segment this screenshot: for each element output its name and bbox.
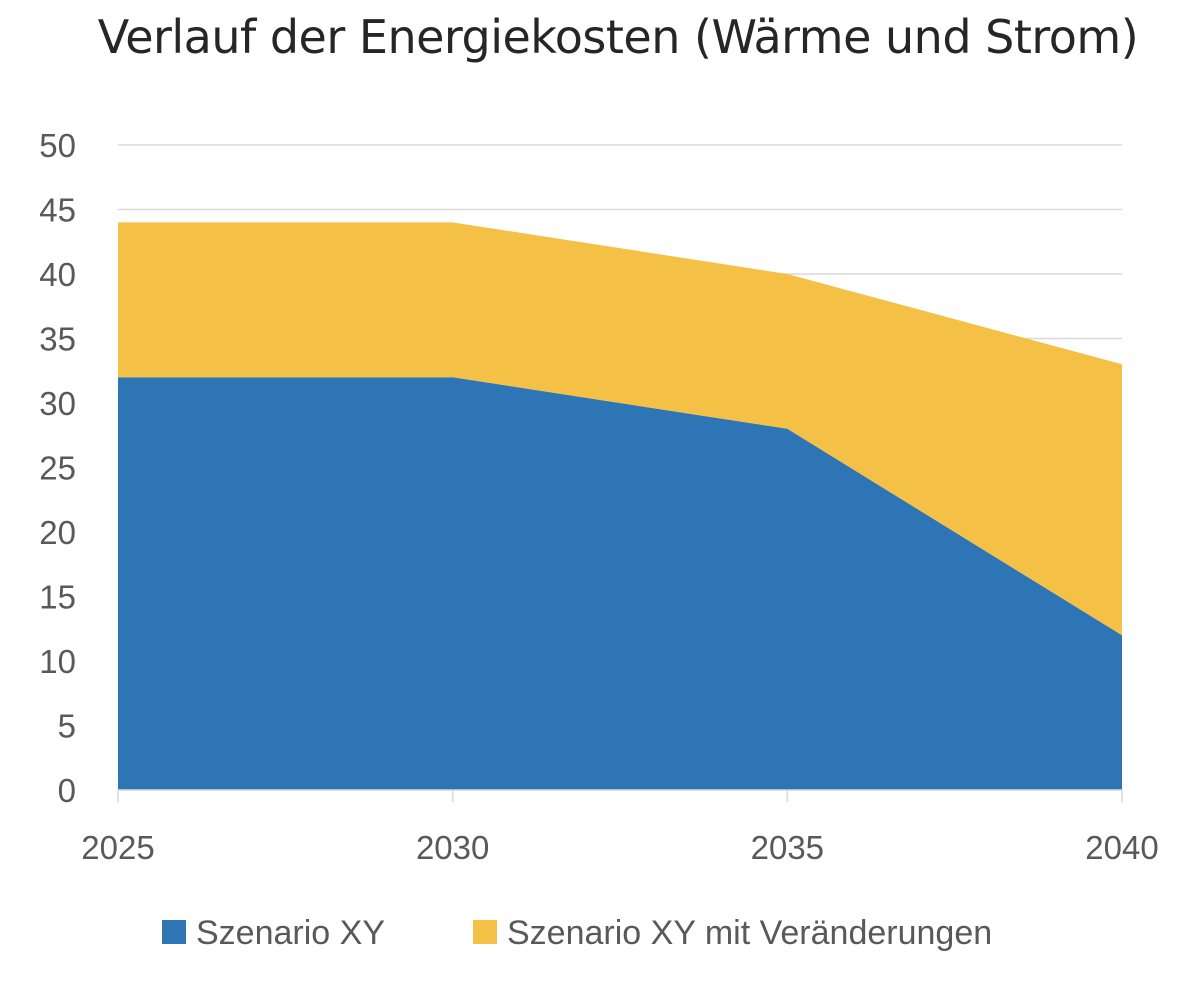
legend: Szenario XY Szenario XY mit Veränderungen bbox=[162, 914, 992, 952]
legend-swatch bbox=[162, 920, 186, 944]
y-tick-label: 50 bbox=[39, 127, 76, 164]
chart-title: Verlauf der Energiekosten (Wärme und Str… bbox=[97, 10, 1139, 64]
y-tick-label: 45 bbox=[39, 192, 76, 229]
x-tick-label: 2035 bbox=[751, 829, 824, 866]
x-axis-tick-labels: 2025 2030 2035 2040 bbox=[81, 829, 1158, 866]
y-tick-label: 40 bbox=[39, 256, 76, 293]
y-tick-label: 30 bbox=[39, 385, 76, 422]
legend-label: Szenario XY mit Veränderungen bbox=[507, 914, 992, 952]
y-tick-label: 0 bbox=[58, 772, 76, 809]
y-tick-label: 35 bbox=[39, 321, 76, 358]
y-tick-label: 25 bbox=[39, 450, 76, 487]
legend-label: Szenario XY bbox=[196, 914, 385, 952]
y-tick-label: 15 bbox=[39, 579, 76, 616]
y-tick-label: 5 bbox=[58, 708, 76, 745]
x-tick-label: 2025 bbox=[81, 829, 154, 866]
legend-swatch bbox=[473, 920, 497, 944]
legend-item: Szenario XY mit Veränderungen bbox=[473, 914, 992, 952]
y-tick-label: 10 bbox=[39, 643, 76, 680]
y-axis-tick-labels: 0 5 10 15 20 25 30 35 40 45 50 bbox=[39, 127, 76, 809]
area-series-2 bbox=[118, 222, 1122, 636]
x-tick-label: 2040 bbox=[1085, 829, 1158, 866]
y-tick-label: 20 bbox=[39, 514, 76, 551]
x-tick-label: 2030 bbox=[416, 829, 489, 866]
area-series-layer bbox=[118, 222, 1122, 790]
area-series-1 bbox=[118, 377, 1122, 790]
x-axis bbox=[117, 789, 1123, 802]
legend-item: Szenario XY bbox=[162, 914, 385, 952]
